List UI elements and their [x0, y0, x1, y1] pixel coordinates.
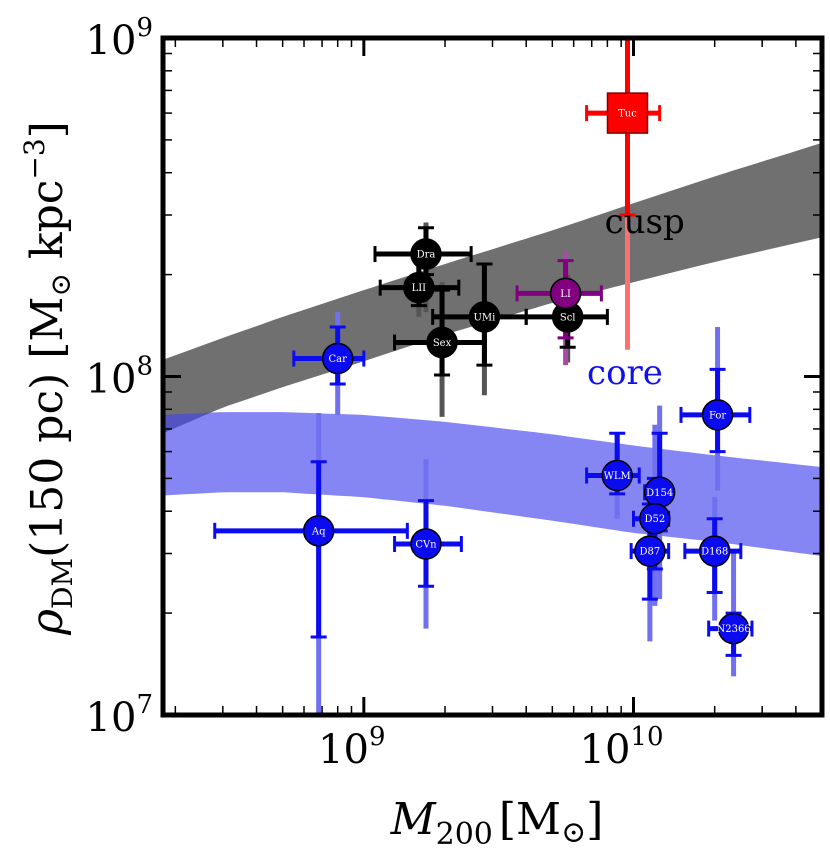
x-tick-exponent: 9: [369, 722, 386, 752]
data-point: [410, 528, 442, 560]
y-axis-close: ]: [22, 121, 73, 138]
data-point: [601, 459, 633, 492]
data-point-label: Dra: [417, 250, 436, 261]
y-tick-base: 10: [86, 695, 137, 741]
data-point-label: CVn: [415, 540, 437, 551]
y-axis-unit-end: kpc: [22, 180, 73, 273]
data-point: [606, 92, 649, 134]
plot-frame: [160, 35, 825, 718]
y-tick-base: 10: [86, 357, 137, 403]
y-axis-superscript: −3: [18, 138, 51, 179]
x-tick-exponent: 10: [630, 722, 663, 752]
y-tick-base: 10: [86, 18, 137, 64]
data-point: [717, 612, 750, 645]
data-point: [403, 271, 435, 304]
marker-layer: Dra LII UMi Scl Sex LI Tuc Car Aq CVn For WLM D154 D5…: [302, 92, 751, 645]
data-point-label: Scl: [560, 312, 576, 323]
data-point: [634, 535, 666, 567]
band-label-core: core: [587, 353, 663, 393]
data-point-label: Tuc: [618, 109, 637, 120]
data-point-label: D154: [646, 488, 673, 499]
band-layer: [163, 142, 822, 556]
x-axis-sun-symbol: ⊙: [561, 815, 586, 850]
band-label-layer: cusp core: [587, 202, 685, 393]
y-axis-sun-symbol: ⊙: [44, 273, 77, 296]
data-point: [639, 502, 671, 535]
faint-errorbar-layer: [316, 38, 737, 715]
band-cusp: [163, 142, 822, 434]
x-tick-label: 1010: [580, 722, 664, 773]
data-point-label: LII: [412, 283, 427, 294]
data-point-label: D87: [640, 547, 661, 558]
x-tick-base: 10: [318, 727, 369, 773]
data-point-label: N2366: [716, 624, 750, 635]
x-axis-title: M200 [M⊙]: [390, 794, 604, 852]
data-point: [321, 342, 354, 375]
x-axis-symbol: M: [390, 794, 437, 845]
data-point-label: Car: [328, 354, 347, 365]
data-point: [549, 277, 582, 310]
y-tick-exponent: 8: [136, 352, 153, 382]
data-point-label: Sex: [433, 338, 452, 349]
data-point-label: Aq: [311, 526, 326, 537]
y-tick-label: 107: [86, 690, 153, 741]
y-axis-mid: (150 pc) [M: [22, 297, 73, 558]
y-tick-label: 108: [86, 352, 153, 403]
y-tick-exponent: 9: [136, 13, 153, 43]
data-point: [302, 515, 335, 547]
x-axis-subscript: 200: [436, 817, 493, 852]
y-axis-symbol: ρ: [22, 609, 73, 636]
y-axis-title: ρDM(150 pc) [M⊙ kpc−3]: [18, 121, 79, 636]
data-point: [701, 399, 734, 431]
x-axis-unit-end: ]: [586, 794, 603, 845]
y-tick-exponent: 7: [136, 690, 153, 720]
y-axis-subscript: DM: [46, 558, 79, 609]
data-point-label: UMi: [473, 312, 495, 323]
data-point-label: D52: [644, 514, 665, 525]
y-tick-label: 109: [86, 13, 153, 64]
band-core: [163, 412, 822, 556]
data-point-label: WLM: [604, 471, 631, 482]
x-tick-base: 10: [580, 727, 631, 773]
x-axis-unit: [M: [499, 794, 561, 845]
band-label-cusp: cusp: [605, 202, 685, 242]
data-point: [468, 301, 501, 333]
data-point-label: D168: [701, 547, 728, 558]
x-tick-label: 109: [318, 722, 385, 773]
data-point-label: For: [709, 410, 726, 421]
data-point: [410, 238, 442, 270]
data-point: [698, 535, 731, 567]
data-point-label: LI: [560, 289, 571, 300]
data-point: [426, 326, 458, 359]
